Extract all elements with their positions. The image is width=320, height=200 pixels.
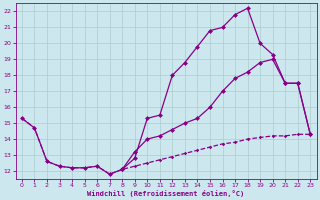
X-axis label: Windchill (Refroidissement éolien,°C): Windchill (Refroidissement éolien,°C): [87, 190, 245, 197]
